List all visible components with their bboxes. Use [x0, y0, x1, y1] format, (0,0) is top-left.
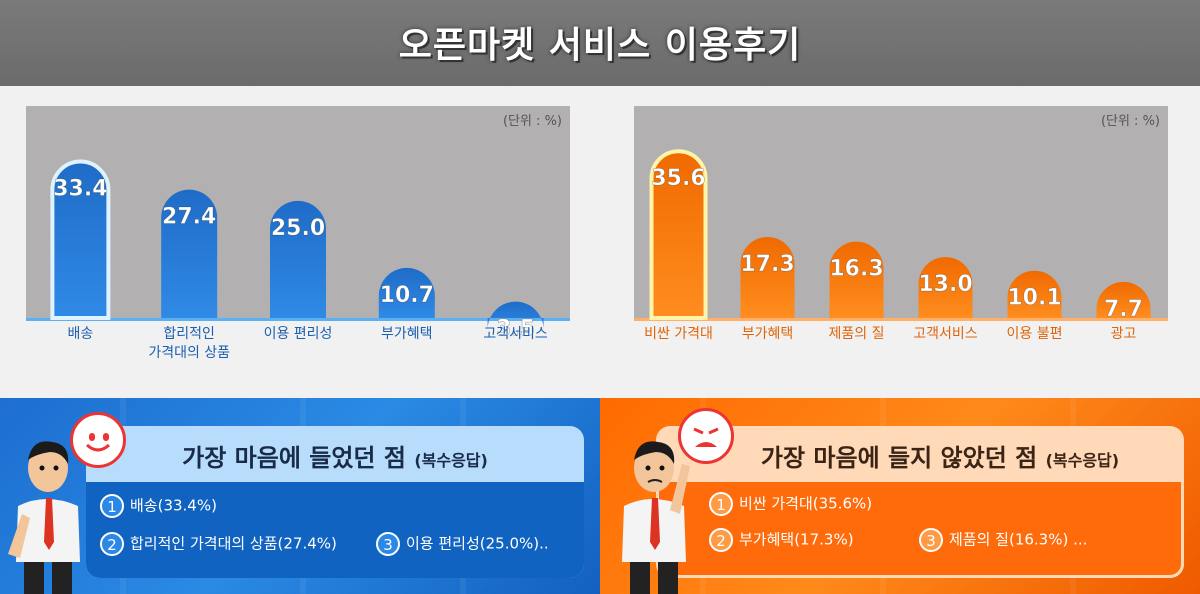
disliked-title: 가장 마음에 들지 않았던 점	[760, 444, 1038, 472]
baseline	[634, 318, 1168, 321]
bar-value-label: 27.4	[162, 205, 216, 230]
item-text: 비싼 가격대(35.6%)	[739, 494, 873, 513]
bar-value-label: 17.3	[740, 252, 794, 277]
category-label: 부가혜택	[742, 326, 794, 342]
category-label: 이용 불편	[1007, 326, 1063, 342]
category-label: 고객서비스	[483, 326, 548, 342]
liked-panel: 가장 마음에 들었던 점 (복수응답) 1 배송(33.4%) 2 합리적인 가격대…	[0, 398, 600, 594]
liked-list: 1 배송(33.4%) 2 합리적인 가격대의 상품(27.4%) 3 이용 편리성(…	[86, 482, 584, 578]
bar	[378, 267, 435, 318]
category-label: 광고	[1111, 326, 1137, 342]
header-bar: 오픈마켓 서비스 이용후기	[0, 0, 1200, 86]
liked-subtitle: (복수응답)	[414, 451, 488, 470]
page-title: 오픈마켓 서비스 이용후기	[398, 25, 802, 66]
item-text: 배송(33.4%)	[130, 496, 217, 515]
chart-disliked-svg: 35.6 비싼 가격대 17.3 부가혜택 16.3 제품의 질 13.0 고객서비스 10.1…	[634, 106, 1168, 342]
list-item: 2 부가혜택(17.3%)	[709, 528, 854, 552]
item-text: 제품의 질(16.3%) ...	[949, 530, 1088, 549]
liked-card: 가장 마음에 들었던 점 (복수응답) 1 배송(33.4%) 2 합리적인 가격대…	[86, 426, 584, 578]
bar-value-label: 35.6	[651, 166, 705, 191]
baseline	[26, 318, 570, 321]
number-badge: 3	[919, 528, 943, 552]
chart-disliked: 35.6 비싼 가격대 17.3 부가혜택 16.3 제품의 질 13.0 고객서비스 10.1…	[634, 106, 1168, 368]
item-text: 부가혜택(17.3%)	[739, 530, 854, 549]
bar	[1007, 270, 1062, 318]
number-badge: 2	[100, 532, 124, 556]
list-item: 2 합리적인 가격대의 상품(27.4%)	[100, 532, 337, 556]
businessman-worried-illustration	[622, 441, 690, 594]
unit-label: (단위 : %)	[502, 114, 562, 129]
angry-face-icon	[678, 408, 734, 464]
bar-value-label: 16.3	[829, 257, 883, 282]
item-text: 이용 편리성(25.0%)..	[406, 534, 549, 553]
bar	[161, 189, 218, 318]
disliked-subtitle: (복수응답)	[1045, 451, 1120, 470]
bar	[487, 301, 544, 330]
list-item: 1 비싼 가격대(35.6%)	[709, 492, 872, 516]
bar-value-label: 25.0	[271, 216, 325, 241]
disliked-list: 1 비싼 가격대(35.6%) 2 부가혜택(17.3%) 3 제품의 질(16.3%…	[656, 482, 1184, 578]
number-badge: 1	[709, 492, 733, 516]
number-badge: 3	[376, 532, 400, 556]
bar-value-label: 7.7	[1104, 297, 1143, 322]
category-label: 합리적인	[163, 326, 215, 342]
smiley-face-icon	[70, 412, 126, 468]
bar	[829, 241, 884, 318]
plot-background	[634, 106, 1168, 320]
list-item: 3 제품의 질(16.3%) ...	[919, 528, 1087, 552]
category-label: 배송	[68, 326, 94, 342]
bar-value-label: 10.7	[380, 283, 434, 308]
bar-value-label: 13.0	[918, 272, 972, 297]
category-label: 가격대의 상품	[148, 345, 230, 361]
category-label: 부가혜택	[381, 326, 433, 342]
list-item: 3 이용 편리성(25.0%)..	[376, 532, 549, 556]
bar	[1096, 281, 1151, 318]
bar-value-label: 33.4	[53, 177, 107, 202]
bar	[270, 200, 326, 318]
bar-value-label: 10.1	[1007, 286, 1061, 311]
list-item: 1 배송(33.4%)	[100, 494, 217, 518]
bar	[918, 257, 973, 318]
businessman-illustration	[8, 441, 80, 594]
category-label: 제품의 질	[829, 326, 885, 342]
bar	[50, 159, 111, 320]
liked-title: 가장 마음에 들었던 점	[182, 444, 406, 472]
category-label: 이용 편리성	[264, 326, 333, 342]
bar	[649, 149, 708, 320]
category-label: 고객서비스	[913, 326, 978, 342]
unit-label: (단위 : %)	[1100, 114, 1160, 129]
number-badge: 2	[709, 528, 733, 552]
item-text: 합리적인 가격대의 상품(27.4%)	[130, 534, 337, 553]
category-label: 비싼 가격대	[644, 326, 713, 342]
number-badge: 1	[100, 494, 124, 518]
bar	[740, 236, 795, 318]
bar-value-label: 3.5	[496, 317, 535, 342]
